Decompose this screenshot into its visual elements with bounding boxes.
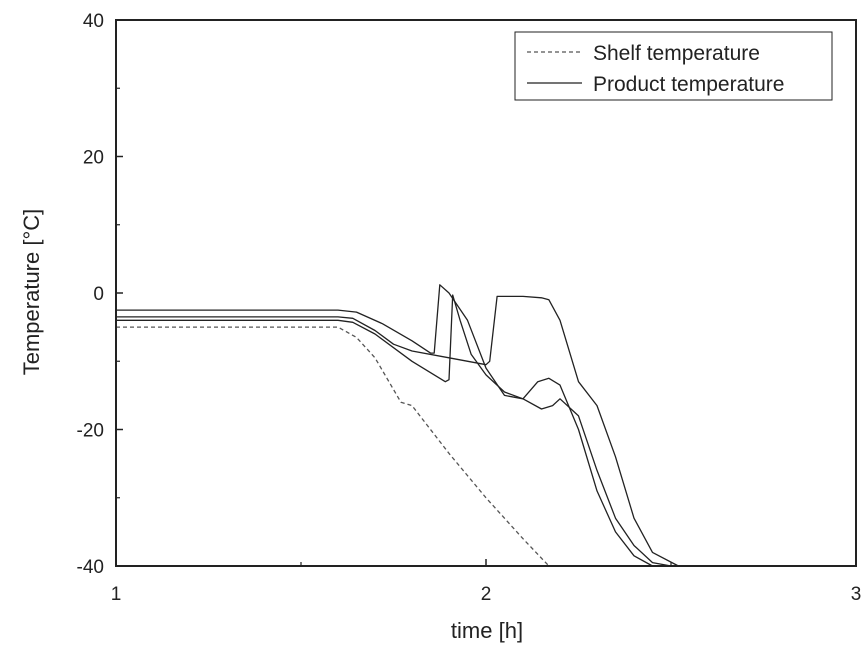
y-tick-label: -40 [77, 557, 104, 578]
legend: Shelf temperature Product temperature [514, 31, 833, 101]
product-temperature-line-3 [116, 295, 679, 567]
plot-frame [115, 19, 857, 567]
x-tick-label: 2 [481, 584, 492, 605]
data-layer [116, 284, 679, 567]
legend-label-product: Product temperature [593, 73, 784, 96]
shelf-temperature-line [116, 326, 550, 567]
y-tick-label: 0 [93, 284, 104, 305]
legend-box [514, 31, 833, 101]
y-tick-label: 20 [83, 148, 104, 169]
x-tick-label: 1 [111, 584, 122, 605]
x-axis-title: time [h] [451, 618, 523, 643]
y-tick-label: -20 [77, 421, 104, 442]
product-temperature-line-2 [116, 284, 653, 567]
x-tick-label: 3 [851, 584, 861, 605]
y-axis-title: Temperature [°C] [19, 209, 44, 376]
legend-label-shelf: Shelf temperature [593, 42, 760, 65]
product-temperature-line-1 [116, 294, 672, 567]
y-tick-label: 40 [83, 11, 104, 32]
